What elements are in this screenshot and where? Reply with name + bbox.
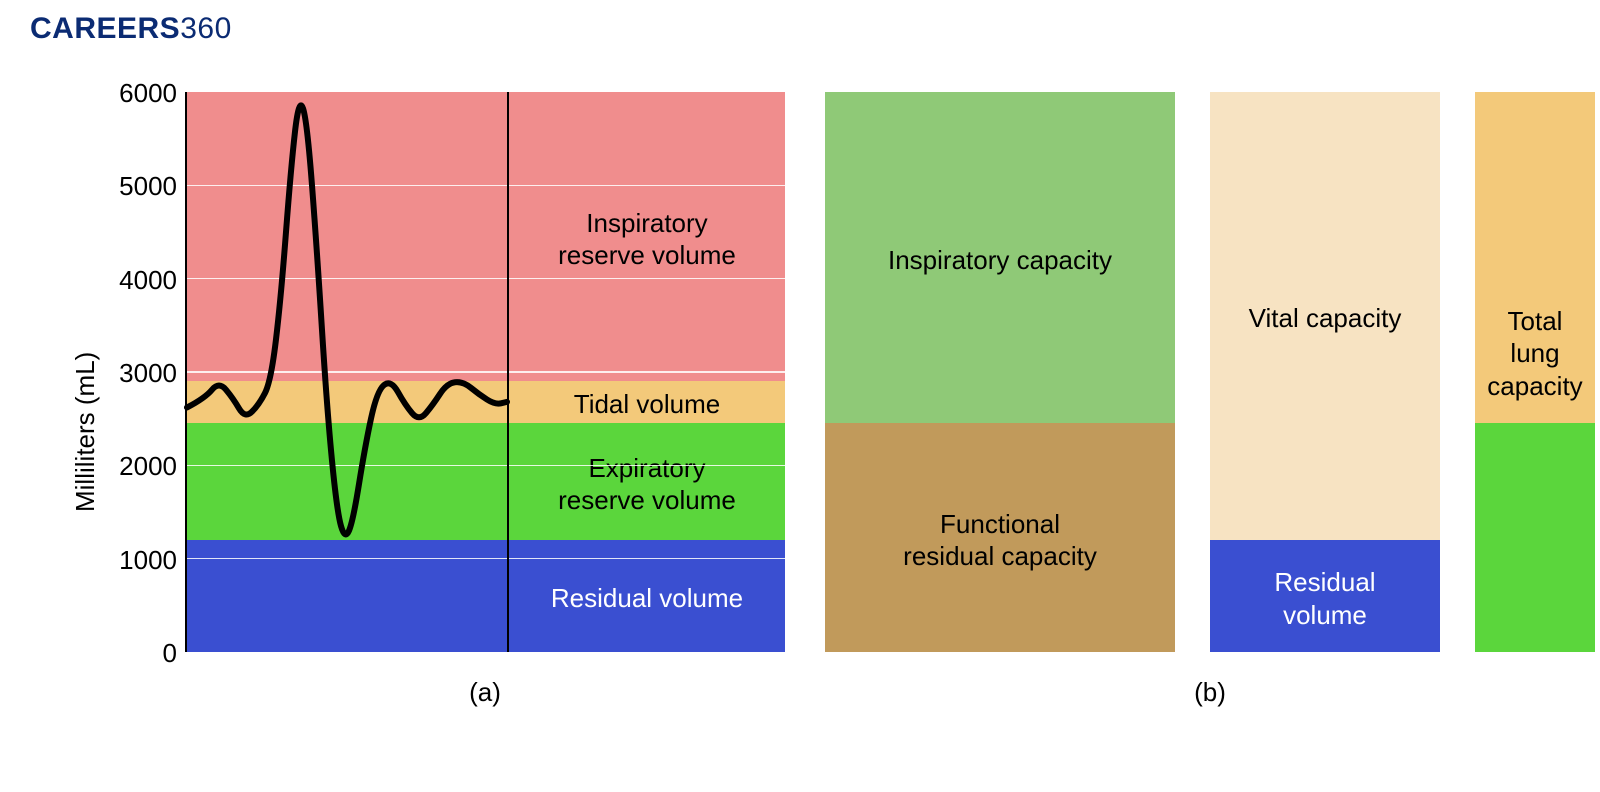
- lung-volumes-diagram: Milliliters (mL) 01000200030004000500060…: [70, 92, 1560, 742]
- y-tick-label: 5000: [107, 171, 177, 202]
- tlc_bot-band: [1475, 423, 1595, 652]
- logo-thin: 360: [180, 12, 232, 45]
- total-lung-capacity-label: Totallungcapacity: [1460, 305, 1600, 403]
- rv-label: Residual volume: [515, 582, 779, 615]
- panel-b-col1: Inspiratory capacity Functionalresidual c…: [825, 92, 1175, 652]
- panel-a-divider: [507, 92, 509, 652]
- vc-label: Vital capacity: [1210, 302, 1440, 335]
- ic-label: Inspiratory capacity: [825, 244, 1175, 277]
- y-tick-label: 4000: [107, 265, 177, 296]
- y-tick-label: 6000: [107, 78, 177, 109]
- panel-a-volumes: Inspiratoryreserve volume Tidal volume Exp…: [185, 92, 785, 652]
- y-axis-title: Milliliters (mL): [70, 352, 101, 512]
- y-tick-label: 1000: [107, 545, 177, 576]
- spirogram-curve: [187, 92, 507, 652]
- y-tick-label: 2000: [107, 451, 177, 482]
- erv-label: Expiratoryreserve volume: [515, 452, 779, 517]
- logo: CAREERS360: [30, 12, 232, 46]
- y-tick-label: 0: [107, 638, 177, 669]
- y-tick-label: 3000: [107, 358, 177, 389]
- panel-b-sublabel: (b): [825, 677, 1595, 708]
- tv-label: Tidal volume: [515, 388, 779, 421]
- logo-bold: CAREERS: [30, 12, 180, 45]
- page-root: CAREERS360 Milliliters (mL) 0 1000 2000 300…: [0, 0, 1600, 792]
- irv-label: Inspiratoryreserve volume: [515, 207, 779, 272]
- frc-label: Functionalresidual capacity: [825, 508, 1175, 573]
- panel-a-sublabel: (a): [185, 677, 785, 708]
- rv_b-label: Residualvolume: [1210, 566, 1440, 631]
- panel-b-col2: Vital capacity Residualvolume: [1210, 92, 1440, 652]
